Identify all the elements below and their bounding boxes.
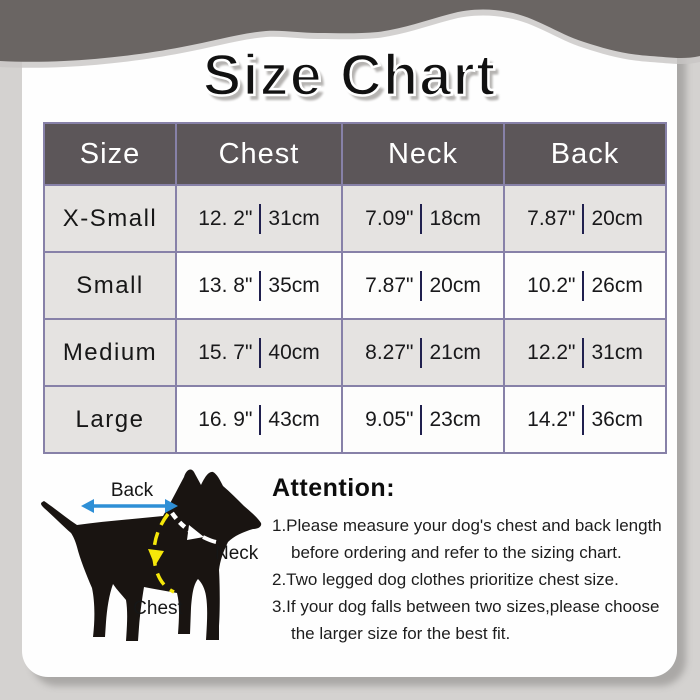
attention-item-1: 1.Please measure your dog's chest and ba… xyxy=(272,516,662,562)
cell-medium-chest: 15. 7" 40cm xyxy=(177,320,341,385)
cell-large-back: 14.2" 36cm xyxy=(505,387,665,452)
chest-arrow-icon xyxy=(148,512,175,594)
unit-divider xyxy=(259,404,262,435)
column-header-size: Size xyxy=(45,124,175,184)
row-label-large: Large xyxy=(45,387,175,452)
unit-divider xyxy=(420,270,423,301)
cell-medium-neck: 8.27" 21cm xyxy=(343,320,503,385)
row-label-small: Small xyxy=(45,253,175,318)
unit-divider xyxy=(259,203,262,234)
neck-label: Neck xyxy=(215,543,259,564)
unit-divider xyxy=(582,404,585,435)
unit-divider xyxy=(259,337,262,368)
cell-small-neck: 7.87" 20cm xyxy=(343,253,503,318)
wave-shape xyxy=(0,0,700,62)
cell-small-back: 10.2" 26cm xyxy=(505,253,665,318)
attention-heading: Attention: xyxy=(272,474,396,502)
row-label-xsmall: X-Small xyxy=(45,186,175,251)
unit-divider xyxy=(420,203,423,234)
chest-label: Chest xyxy=(133,598,183,619)
cell-medium-back: 12.2" 31cm xyxy=(505,320,665,385)
attention-item-3: 3.If your dog falls between two sizes,pl… xyxy=(272,597,660,643)
back-arrow-icon xyxy=(81,499,178,513)
column-header-neck: Neck xyxy=(343,124,503,184)
column-header-chest: Chest xyxy=(177,124,341,184)
cell-xsmall-neck: 7.09" 18cm xyxy=(343,186,503,251)
back-label: Back xyxy=(111,480,154,501)
neck-collar-arrow-icon xyxy=(170,511,217,544)
size-chart-table: Size Chest Neck Back X-Small 12. 2" 31cm … xyxy=(43,122,667,454)
cell-xsmall-back: 7.87" 20cm xyxy=(505,186,665,251)
unit-divider xyxy=(420,337,423,368)
top-wave-banner xyxy=(0,0,700,68)
unit-divider xyxy=(420,404,423,435)
row-label-medium: Medium xyxy=(45,320,175,385)
unit-divider xyxy=(582,270,585,301)
dog-measurement-diagram: Back Neck Chest xyxy=(41,469,262,641)
page-title: Size Chart xyxy=(201,42,497,110)
unit-divider xyxy=(582,337,585,368)
cell-xsmall-chest: 12. 2" 31cm xyxy=(177,186,341,251)
unit-divider xyxy=(582,203,585,234)
attention-item-2: 2.Two legged dog clothes prioritize ches… xyxy=(272,570,619,589)
unit-divider xyxy=(259,270,262,301)
column-header-back: Back xyxy=(505,124,665,184)
cell-large-neck: 9.05" 23cm xyxy=(343,387,503,452)
cell-small-chest: 13. 8" 35cm xyxy=(177,253,341,318)
attention-section: Attention: 1.Please measure your dog's c… xyxy=(272,474,676,647)
cell-large-chest: 16. 9" 43cm xyxy=(177,387,341,452)
